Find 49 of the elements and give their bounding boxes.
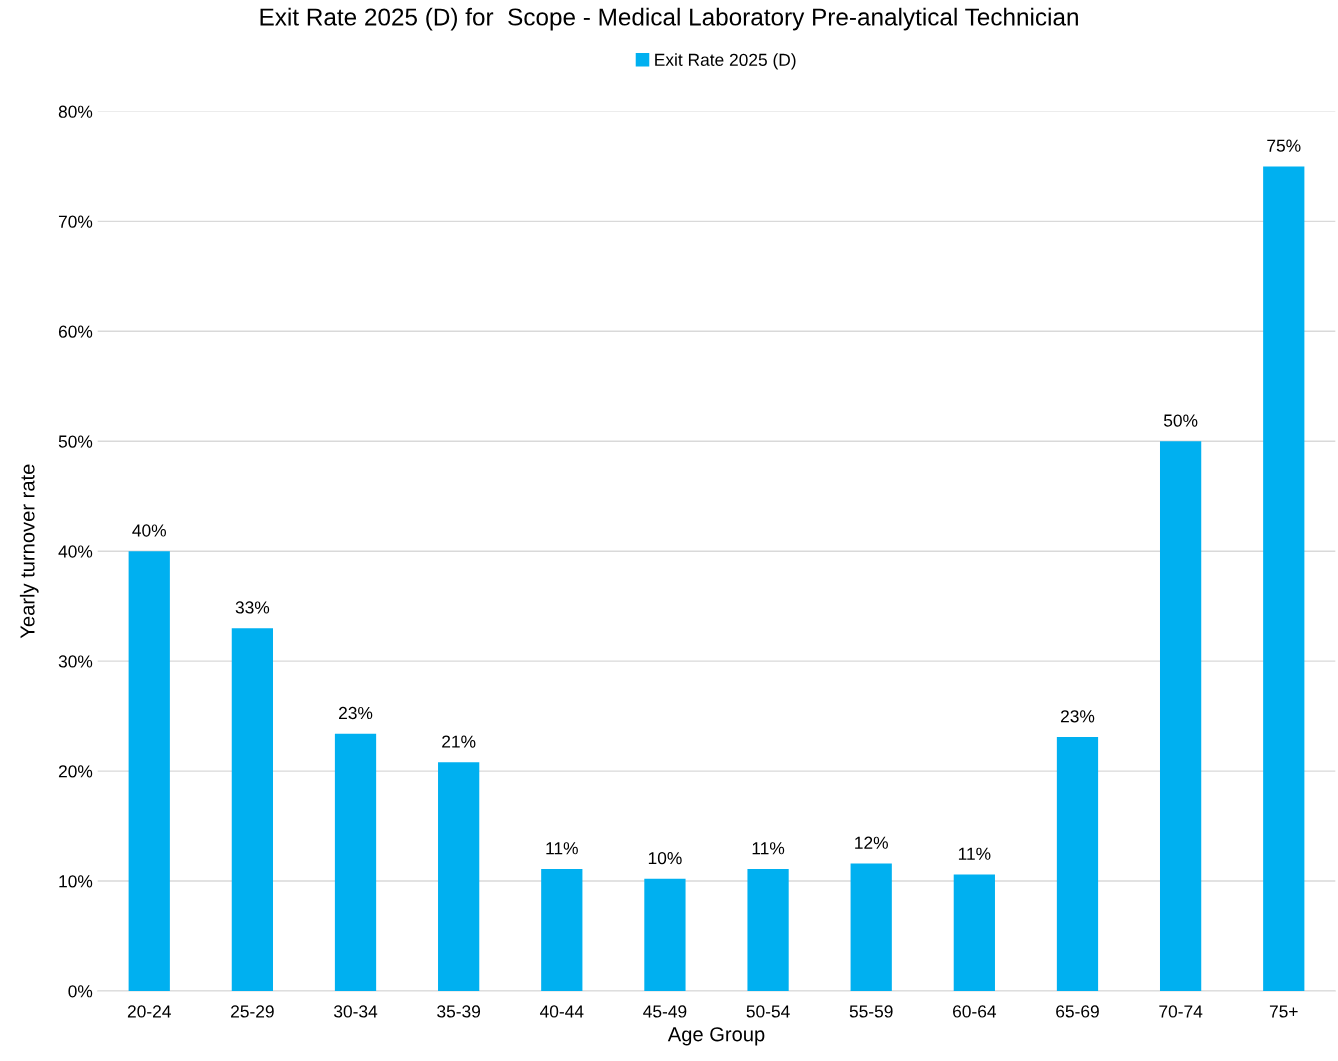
bar <box>1056 737 1099 991</box>
bar <box>231 628 274 991</box>
y-axis-title: Yearly turnover rate <box>19 464 39 639</box>
bar <box>1159 441 1202 991</box>
legend-label: Exit Rate 2025 (D) <box>655 53 796 70</box>
y-tick-label: 80% <box>58 105 93 118</box>
bar <box>747 868 789 991</box>
x-tick-label: 55-59 <box>849 1005 893 1018</box>
y-tick-label: 0% <box>68 985 93 998</box>
data-label: 23% <box>339 706 373 720</box>
bar <box>1263 166 1305 991</box>
x-tick-label: 65-69 <box>1056 1005 1099 1018</box>
bar <box>644 878 686 991</box>
data-label: 10% <box>648 851 682 865</box>
y-tick-label: 40% <box>58 545 93 558</box>
data-label: 40% <box>132 524 166 537</box>
data-label: 11% <box>958 847 991 860</box>
x-tick-label: 75+ <box>1269 1005 1298 1018</box>
y-tick-label: 50% <box>58 435 93 448</box>
x-tick-label: 35-39 <box>437 1005 481 1018</box>
x-tick-label: 50-54 <box>746 1005 790 1018</box>
data-label: 12% <box>855 836 888 849</box>
bar <box>541 868 583 991</box>
data-label: 21% <box>442 735 476 748</box>
y-tick-label: 70% <box>58 215 93 228</box>
x-tick-label: 70-74 <box>1159 1005 1203 1018</box>
y-tick-label: 60% <box>58 325 93 338</box>
data-label: 33% <box>235 601 270 614</box>
y-tick-label: 10% <box>59 875 93 888</box>
bar <box>953 874 995 991</box>
x-axis-title: Age Group <box>667 1027 765 1046</box>
x-tick-label: 30-34 <box>333 1005 378 1018</box>
y-tick-label: 30% <box>58 655 93 668</box>
data-label: 75% <box>1267 139 1301 152</box>
x-tick-label: 45-49 <box>643 1005 687 1018</box>
x-tick-label: 60-64 <box>953 1005 997 1018</box>
bar <box>334 733 377 991</box>
bar <box>128 551 170 991</box>
x-tick-label: 40-44 <box>539 1005 584 1018</box>
data-label: 11% <box>546 842 578 855</box>
data-label: 23% <box>1060 710 1095 723</box>
chart-title: Exit Rate 2025 (D) for Scope - Medical Laboratory Pre-analytical Technician <box>260 7 1078 31</box>
data-label: 11% <box>752 842 785 855</box>
x-tick-label: 20-24 <box>127 1005 171 1018</box>
bar <box>438 762 480 991</box>
bar <box>850 863 892 991</box>
x-tick-label: 25-29 <box>231 1005 274 1018</box>
data-label: 50% <box>1163 414 1198 427</box>
y-tick-label: 20% <box>58 765 93 778</box>
